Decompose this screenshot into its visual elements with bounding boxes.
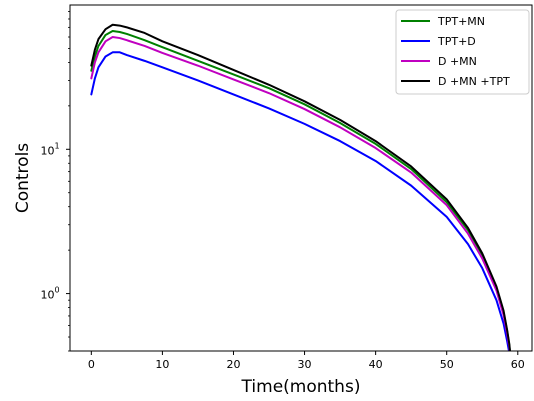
series-line-2 bbox=[90, 51, 510, 351]
series-line-4 bbox=[90, 23, 512, 351]
legend-frame bbox=[395, 9, 530, 95]
x-tick-label: 20 bbox=[226, 358, 240, 371]
y-tick-label: 100 bbox=[40, 286, 59, 302]
plot-frame bbox=[69, 4, 533, 352]
y-tick-label: 101 bbox=[40, 141, 59, 157]
x-axis: 0 10 20 30 40 50 60 bbox=[88, 351, 525, 371]
y-axis: 100 101 bbox=[40, 11, 70, 352]
x-tick-label: 0 bbox=[88, 358, 95, 371]
legend: TPT+MN TPT+D D +MN D +MN +TPT bbox=[395, 9, 530, 95]
legend-label-4: D +MN +TPT bbox=[438, 75, 510, 88]
x-axis-label: Time(months) bbox=[241, 377, 361, 397]
series-line-3 bbox=[90, 36, 511, 351]
y-axis-label: Controls bbox=[13, 143, 33, 213]
x-tick-label: 50 bbox=[440, 358, 454, 371]
x-tick-label: 10 bbox=[155, 358, 169, 371]
legend-label-1: TPT+MN bbox=[437, 15, 485, 28]
legend-label-3: D +MN bbox=[438, 55, 477, 68]
lines-layer bbox=[90, 23, 512, 351]
x-tick-label: 30 bbox=[298, 358, 312, 371]
legend-label-2: TPT+D bbox=[437, 35, 476, 48]
x-tick-label: 60 bbox=[511, 358, 525, 371]
x-tick-label: 40 bbox=[369, 358, 383, 371]
